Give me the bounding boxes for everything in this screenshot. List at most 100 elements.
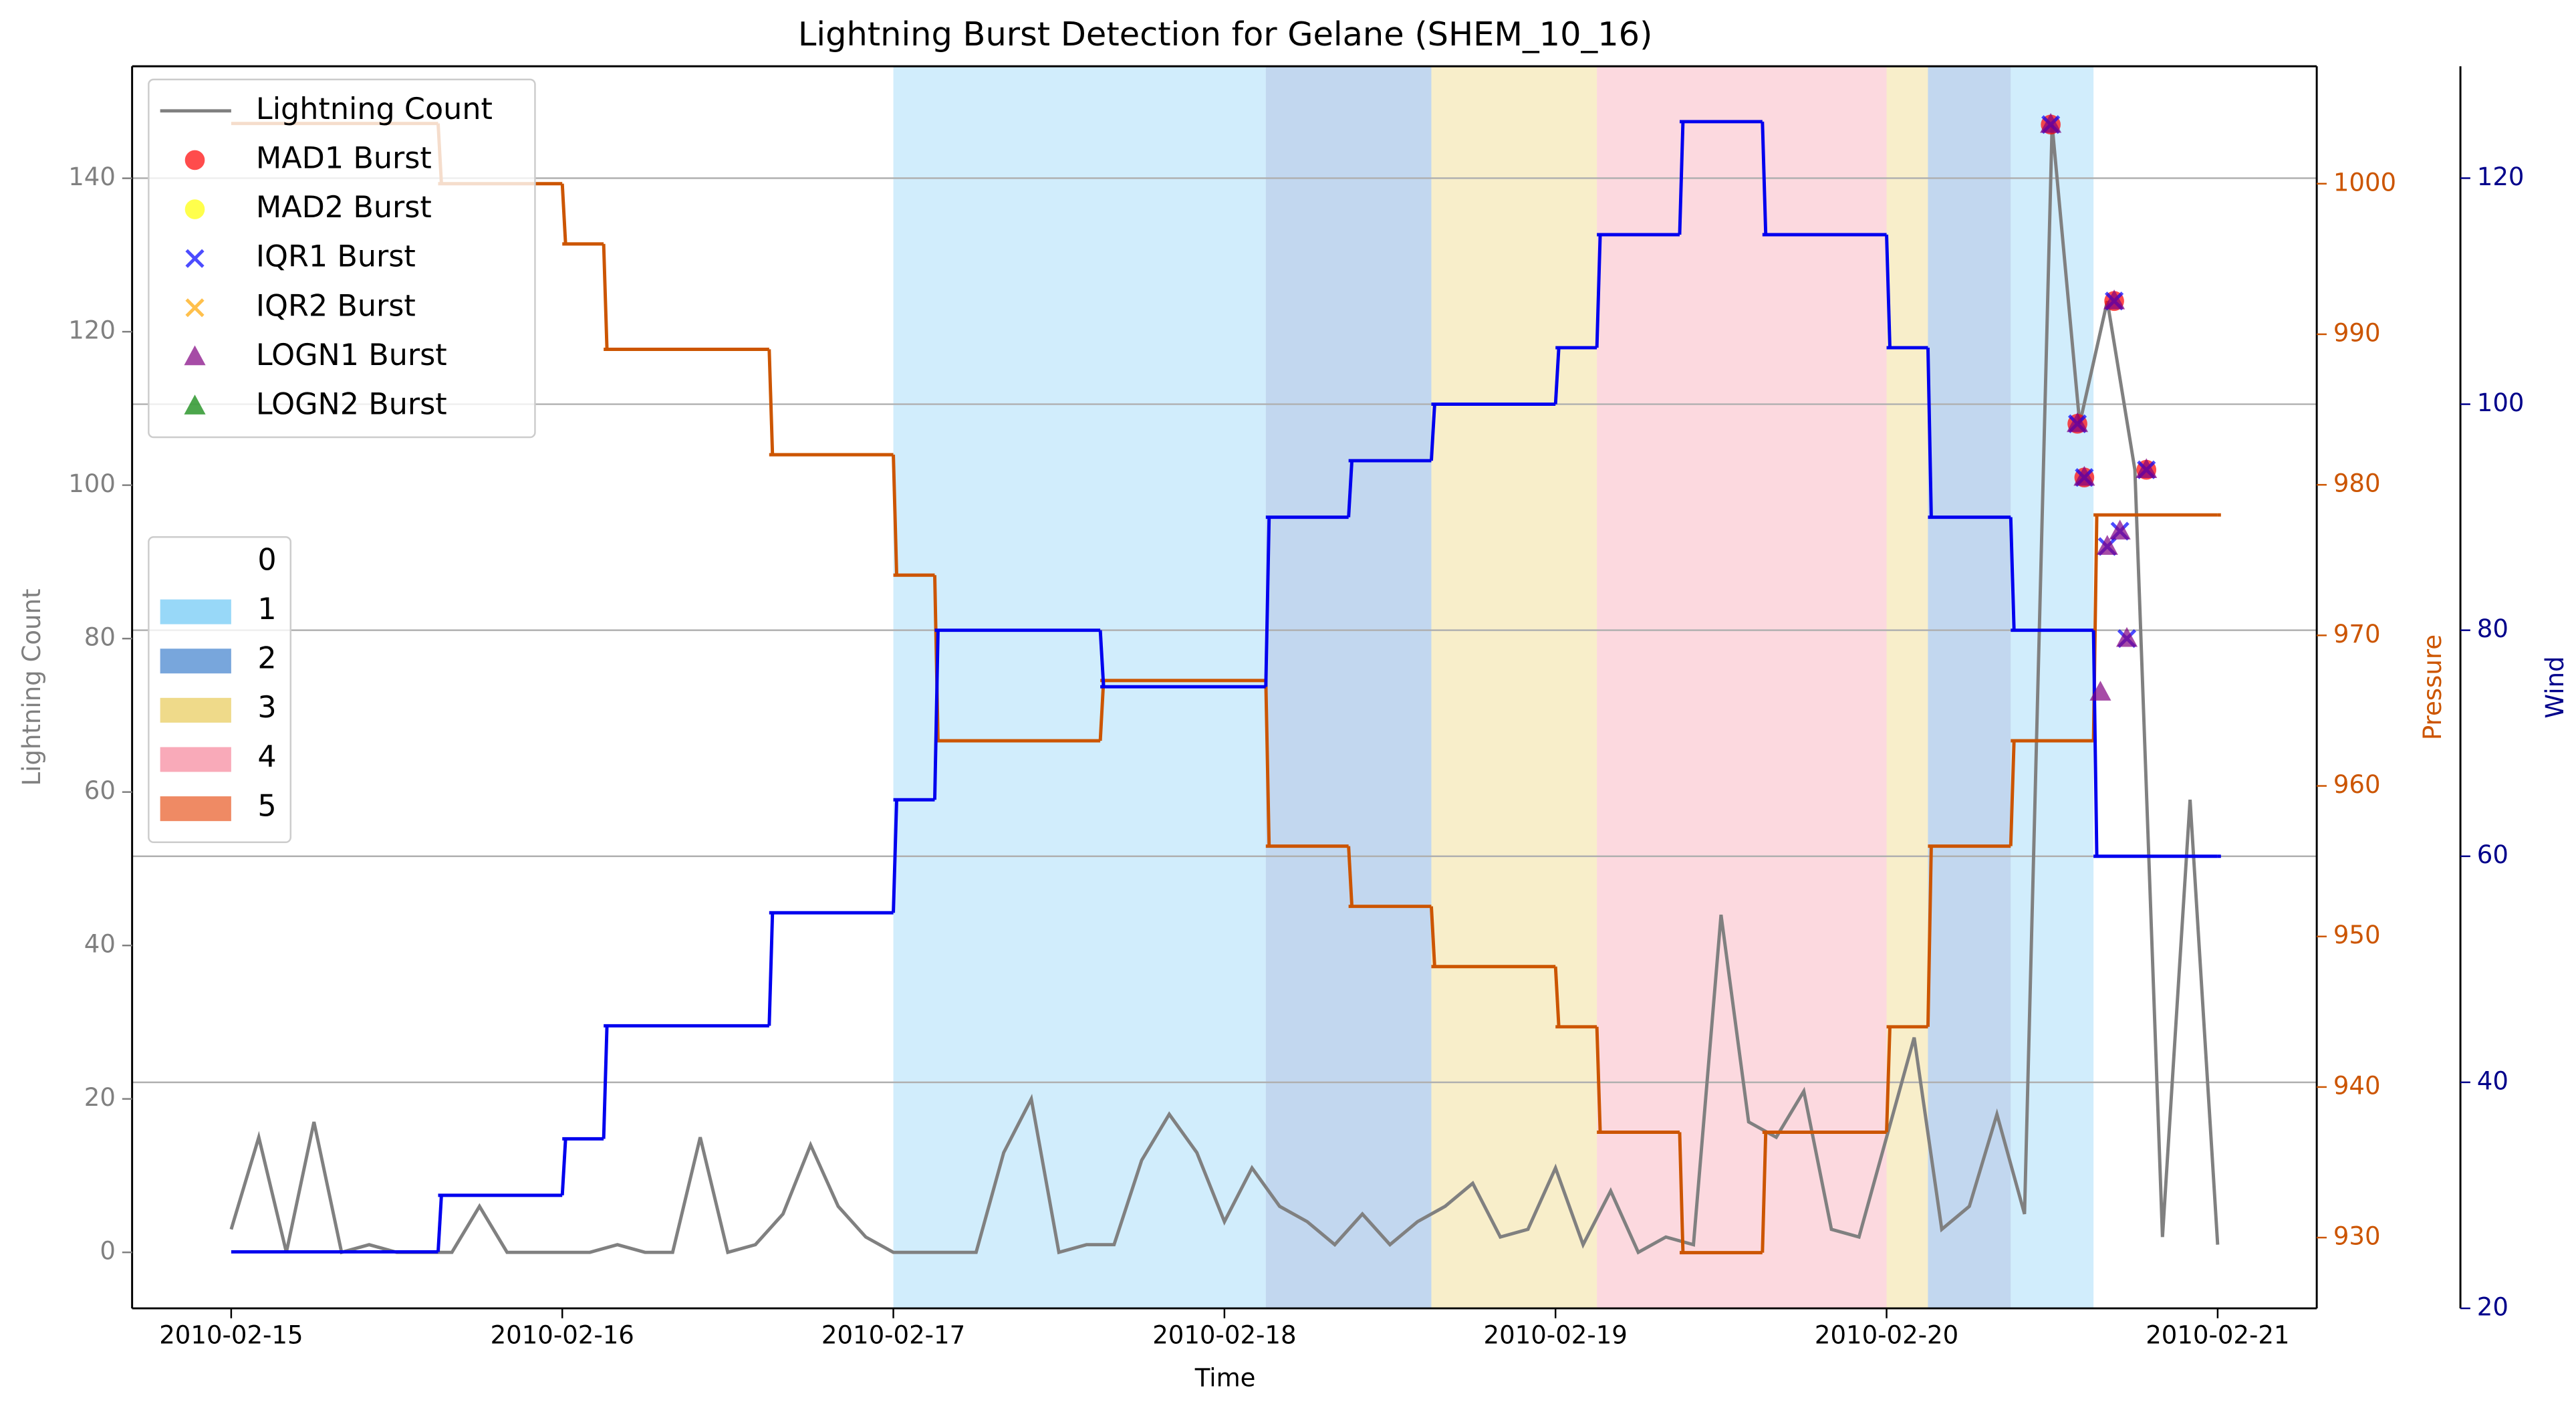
burst-marker: [184, 199, 205, 219]
burst-marker: [185, 249, 205, 268]
burst-marker: [2109, 519, 2131, 540]
legend-swatch: [160, 599, 231, 624]
legend-box: [148, 78, 536, 439]
y3-axis-label: Wind: [2541, 656, 2569, 718]
y2-tick-label: 960: [2333, 770, 2381, 799]
y2-tick-label: 980: [2333, 469, 2381, 498]
chart-title: Lightning Burst Detection for Gelane (SH…: [798, 15, 1653, 53]
step-riser: [1264, 680, 1271, 846]
step-riser: [1595, 1026, 1602, 1133]
step-riser: [560, 183, 567, 244]
y2-axis-label: Pressure: [2418, 634, 2447, 740]
y-tick-label: 140: [68, 162, 116, 191]
step-riser: [2009, 740, 2016, 846]
y2-tick-label: 950: [2333, 921, 2381, 949]
step-riser: [560, 1139, 567, 1196]
step-riser: [767, 913, 775, 1026]
step-riser: [767, 349, 775, 455]
burst-marker: [2136, 458, 2158, 479]
y3-tick-label: 20: [2477, 1292, 2508, 1321]
x-tick-label: 2010-02-17: [821, 1320, 965, 1349]
legend-swatch: [160, 697, 231, 723]
x-tick-label: 2010-02-15: [159, 1320, 303, 1349]
y-tick-label: 0: [100, 1237, 116, 1266]
legend-label: 3: [257, 691, 276, 725]
step-riser: [602, 1026, 609, 1139]
step-riser: [933, 630, 940, 800]
step-riser: [1885, 234, 1892, 348]
step-riser: [1347, 460, 1354, 517]
step-riser: [1926, 846, 1933, 1027]
intensity-span: [1265, 66, 1432, 1308]
step-riser: [892, 800, 898, 913]
legend-label: IQR2 Burst: [256, 289, 416, 323]
y2-tick-label: 930: [2333, 1222, 2381, 1251]
step-riser: [1761, 121, 1768, 235]
burst-marker: [2066, 412, 2089, 433]
legend-label: 1: [257, 592, 276, 626]
step-riser: [1098, 630, 1106, 687]
y-tick-label: 80: [84, 623, 116, 652]
y3-tick-label: 40: [2477, 1066, 2508, 1095]
intensity-span: [1597, 66, 1887, 1308]
legend-label: 2: [257, 642, 276, 676]
burst-marker: [184, 150, 205, 170]
step-riser: [1678, 121, 1685, 235]
burst-marker: [185, 298, 205, 318]
legend-label: 0: [257, 543, 276, 577]
x-tick-label: 2010-02-18: [1152, 1320, 1296, 1349]
burst-marker: [2103, 289, 2126, 310]
legend-label: MAD1 Burst: [256, 141, 432, 175]
y2-tick-label: 990: [2333, 318, 2381, 347]
y2-tick-label: 940: [2333, 1071, 2381, 1100]
y2-tick-label: 970: [2333, 620, 2381, 649]
y-tick-label: 120: [68, 316, 116, 345]
y-tick-label: 20: [84, 1083, 116, 1112]
legend-label: 4: [257, 740, 276, 774]
y3-tick-label: 120: [2477, 162, 2525, 191]
legend-layer: Lightning Count MAD1 Burst MAD2 Burst IQR1 …: [148, 78, 536, 843]
legend-label: 5: [257, 789, 276, 823]
burst-marker: [2096, 535, 2118, 555]
step-riser: [1098, 680, 1106, 741]
x-axis-label: Time: [1194, 1364, 1256, 1393]
step-riser: [602, 243, 609, 350]
step-riser: [1926, 347, 1933, 517]
step-riser: [1430, 404, 1436, 461]
intensity-span: [2011, 66, 2094, 1308]
y-axis-label: Lightning Count: [17, 589, 46, 786]
burst-marker: [2089, 681, 2111, 701]
legend-label: MAD2 Burst: [256, 191, 432, 225]
intensity-span: [1886, 66, 1928, 1308]
step-riser: [2091, 630, 2099, 856]
legend-swatch: [160, 796, 231, 822]
step-riser: [1595, 234, 1602, 348]
legend-label: Lightning Count: [256, 92, 493, 126]
legend-label: LOGN2 Burst: [256, 388, 447, 422]
burst-marker: [2115, 626, 2138, 647]
burst-marker: [2073, 465, 2095, 486]
step-riser: [2009, 517, 2016, 630]
y-tick-label: 60: [84, 776, 116, 805]
step-riser: [1885, 1026, 1892, 1133]
step-riser: [1761, 1132, 1768, 1253]
legend-swatch: [160, 649, 231, 674]
step-riser: [1347, 846, 1354, 907]
y-tick-label: 40: [84, 930, 116, 959]
marker-layer: [2040, 113, 2158, 701]
step-riser: [1264, 517, 1271, 687]
burst-marker: [2040, 113, 2062, 133]
lightning-line: [229, 124, 2220, 1255]
intensity-span: [1928, 66, 2011, 1308]
step-riser: [1553, 347, 1561, 404]
shading-layer: [893, 66, 2094, 1308]
y3-tick-label: 60: [2477, 840, 2508, 869]
burst-marker: [184, 394, 206, 415]
step-riser: [1553, 966, 1561, 1027]
step-riser: [1678, 1132, 1685, 1253]
x-tick-label: 2010-02-16: [491, 1320, 634, 1349]
y-tick-label: 100: [68, 469, 116, 498]
y3-tick-label: 80: [2477, 614, 2508, 643]
